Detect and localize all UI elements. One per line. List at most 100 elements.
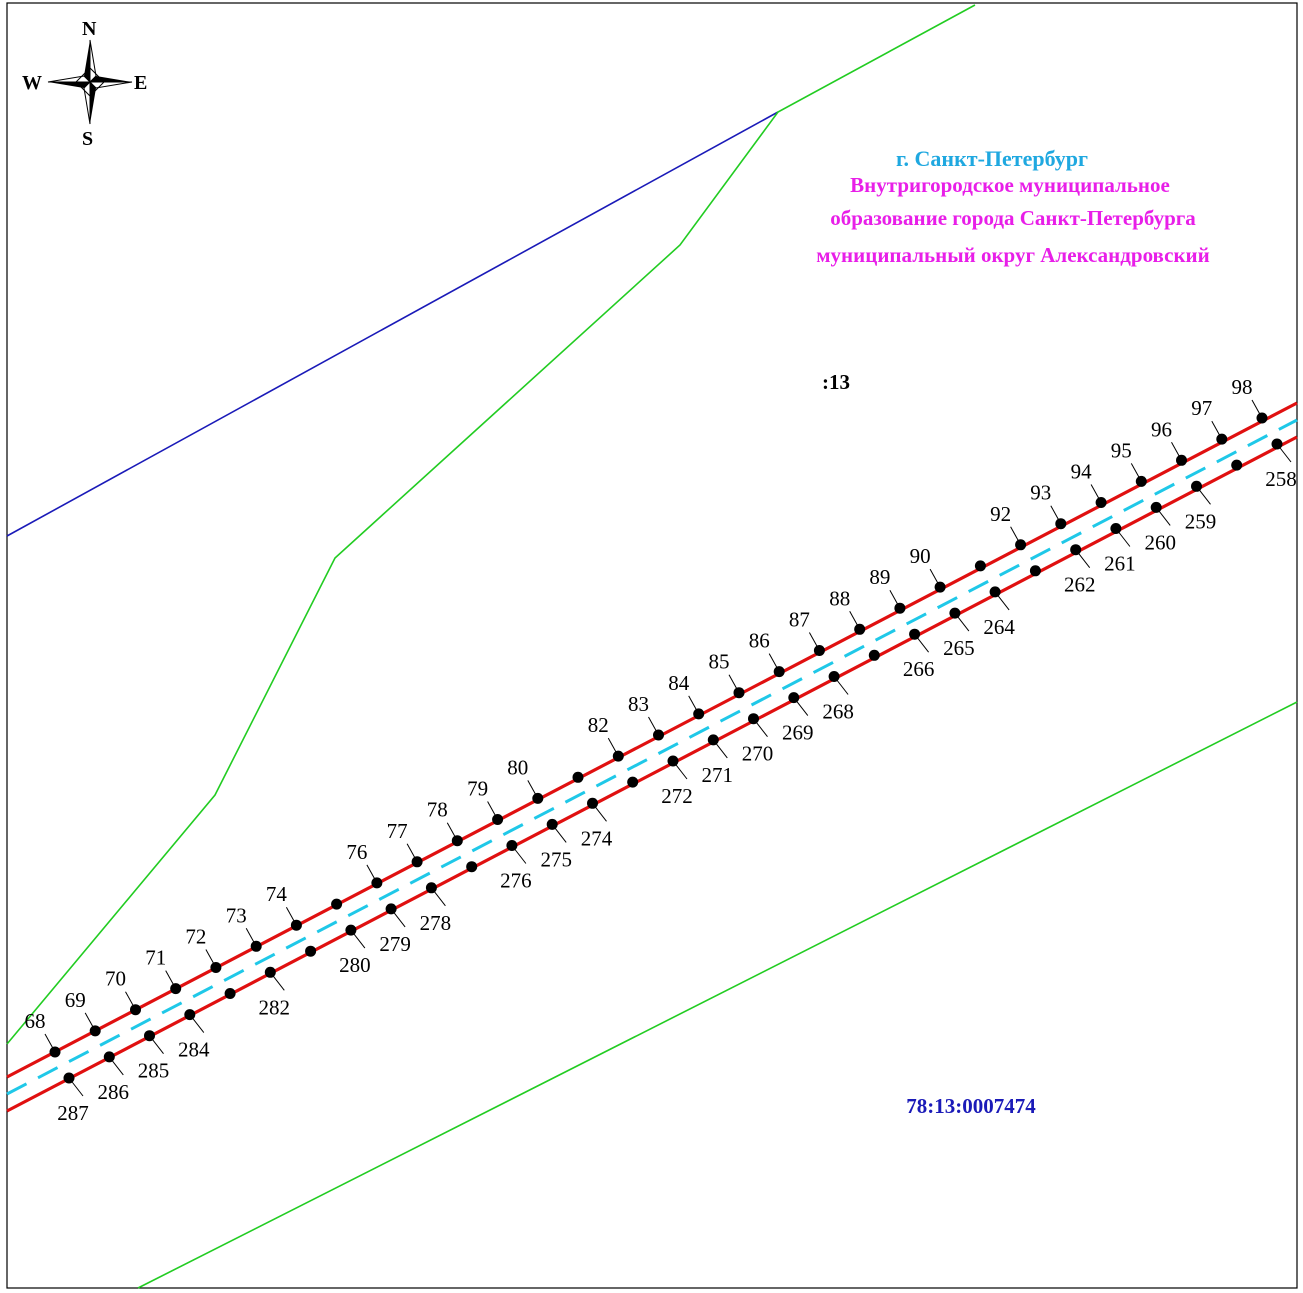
upper-point-label: 70 bbox=[105, 967, 126, 991]
upper-point-label: 88 bbox=[829, 586, 850, 610]
upper-point-leader bbox=[527, 780, 539, 799]
upper-point-label: 94 bbox=[1071, 460, 1093, 484]
upper-point-leader bbox=[1130, 463, 1142, 482]
lower-point-label: 276 bbox=[500, 869, 532, 893]
lower-point-label: 271 bbox=[702, 763, 734, 787]
lower-point-label: 270 bbox=[742, 742, 774, 766]
lower-point-label: 260 bbox=[1144, 530, 1176, 554]
blue-boundary-line bbox=[6, 111, 779, 537]
upper-point-leader bbox=[446, 822, 458, 841]
lower-point-leader bbox=[350, 929, 366, 949]
lower-point-leader bbox=[68, 1077, 84, 1097]
compass-rose-icon: N S W E bbox=[22, 18, 147, 150]
lower-point-leader bbox=[1276, 443, 1292, 463]
lower-point-marker bbox=[466, 861, 478, 873]
upper-point-leader bbox=[808, 632, 820, 651]
upper-point-leader bbox=[1171, 442, 1182, 461]
upper-point-leader bbox=[1211, 420, 1223, 440]
lower-point-leader bbox=[753, 718, 768, 738]
compass-west-label: W bbox=[22, 72, 42, 94]
lower-point-marker bbox=[868, 649, 880, 661]
lower-point-leader bbox=[672, 760, 688, 780]
upper-point-leader bbox=[285, 906, 297, 926]
lower-point-marker bbox=[1029, 565, 1041, 577]
lower-point-label: 259 bbox=[1185, 509, 1217, 533]
upper-point-leader bbox=[165, 970, 177, 989]
green-boundary-upper bbox=[6, 4, 976, 1045]
city-title: г. Санкт-Петербург bbox=[896, 146, 1088, 171]
lower-point-leader bbox=[592, 802, 607, 822]
lower-point-label: 264 bbox=[983, 615, 1015, 639]
lower-point-leader bbox=[269, 971, 285, 991]
lower-point-leader bbox=[390, 908, 406, 928]
upper-point-label: 87 bbox=[789, 608, 810, 632]
lower-point-leader bbox=[1115, 528, 1131, 547]
lower-point-leader bbox=[551, 824, 567, 843]
lower-point-leader bbox=[954, 612, 970, 632]
compass-south-label: S bbox=[82, 128, 93, 150]
corridor-upper-red-line bbox=[6, 401, 1298, 1079]
lower-point-leader bbox=[189, 1014, 205, 1033]
upper-point-marker bbox=[572, 771, 584, 783]
upper-point-leader bbox=[1251, 399, 1263, 419]
lower-point-leader bbox=[1155, 507, 1171, 526]
upper-point-leader bbox=[728, 674, 740, 693]
lower-point-label: 286 bbox=[98, 1080, 130, 1104]
lower-point-label: 274 bbox=[581, 826, 613, 850]
lower-point-leader bbox=[1196, 485, 1211, 505]
lower-point-leader bbox=[833, 676, 849, 695]
lower-point-label: 266 bbox=[903, 657, 935, 681]
upper-point-leader bbox=[688, 695, 700, 715]
green-boundary-lower bbox=[137, 701, 1298, 1289]
upper-point-leader bbox=[768, 653, 780, 672]
lower-point-label: 258 bbox=[1265, 467, 1297, 491]
map-frame bbox=[6, 2, 1298, 1289]
upper-point-leader bbox=[849, 611, 861, 630]
upper-point-leader bbox=[245, 928, 257, 947]
upper-point-leader bbox=[125, 991, 136, 1010]
lower-point-leader bbox=[149, 1035, 164, 1055]
upper-point-leader bbox=[487, 801, 499, 820]
upper-point-leader bbox=[929, 568, 941, 588]
lower-point-leader bbox=[511, 845, 527, 864]
upper-point-label: 71 bbox=[145, 946, 166, 970]
upper-point-leader bbox=[44, 1033, 56, 1053]
compass-north-label: N bbox=[82, 18, 97, 40]
upper-point-leader bbox=[648, 716, 659, 736]
upper-point-label: 76 bbox=[346, 840, 367, 864]
upper-point-label: 93 bbox=[1030, 481, 1051, 505]
lower-point-label: 282 bbox=[259, 995, 291, 1019]
upper-point-leader bbox=[607, 737, 619, 757]
upper-point-label: 74 bbox=[266, 882, 288, 906]
lower-point-label: 269 bbox=[782, 721, 814, 745]
upper-point-label: 77 bbox=[387, 819, 408, 843]
corridor-axis-cyan-dashed bbox=[6, 418, 1298, 1096]
upper-point-label: 97 bbox=[1191, 396, 1212, 420]
lower-point-leader bbox=[793, 697, 809, 716]
upper-point-label: 98 bbox=[1232, 375, 1253, 399]
upper-point-label: 72 bbox=[185, 925, 206, 949]
upper-point-label: 83 bbox=[628, 692, 649, 716]
upper-point-label: 78 bbox=[427, 798, 448, 822]
upper-point-label: 95 bbox=[1111, 438, 1132, 462]
upper-point-label: 73 bbox=[226, 903, 247, 927]
upper-point-label: 85 bbox=[709, 650, 730, 674]
lower-point-label: 275 bbox=[540, 847, 572, 871]
lower-point-label: 284 bbox=[178, 1038, 210, 1062]
parcel-number-label: :13 bbox=[822, 370, 850, 394]
lower-point-leader bbox=[108, 1056, 124, 1076]
boundary-points-layer: 68 69 70 71 72 73 74 76 77 78 79 80 82 83 84 85 86 87 88 89… bbox=[25, 375, 1297, 1125]
upper-point-label: 84 bbox=[668, 671, 690, 695]
lower-point-label: 265 bbox=[943, 636, 975, 660]
upper-point-marker bbox=[974, 560, 986, 572]
lower-point-label: 261 bbox=[1104, 552, 1136, 576]
lower-point-label: 287 bbox=[57, 1101, 89, 1125]
upper-point-leader bbox=[1010, 526, 1022, 546]
corridor-lower-red-line bbox=[6, 435, 1298, 1113]
upper-point-leader bbox=[84, 1012, 96, 1032]
upper-point-label: 82 bbox=[588, 713, 609, 737]
upper-point-marker bbox=[331, 898, 343, 910]
upper-point-label: 79 bbox=[467, 777, 488, 801]
lower-point-marker bbox=[627, 776, 639, 788]
